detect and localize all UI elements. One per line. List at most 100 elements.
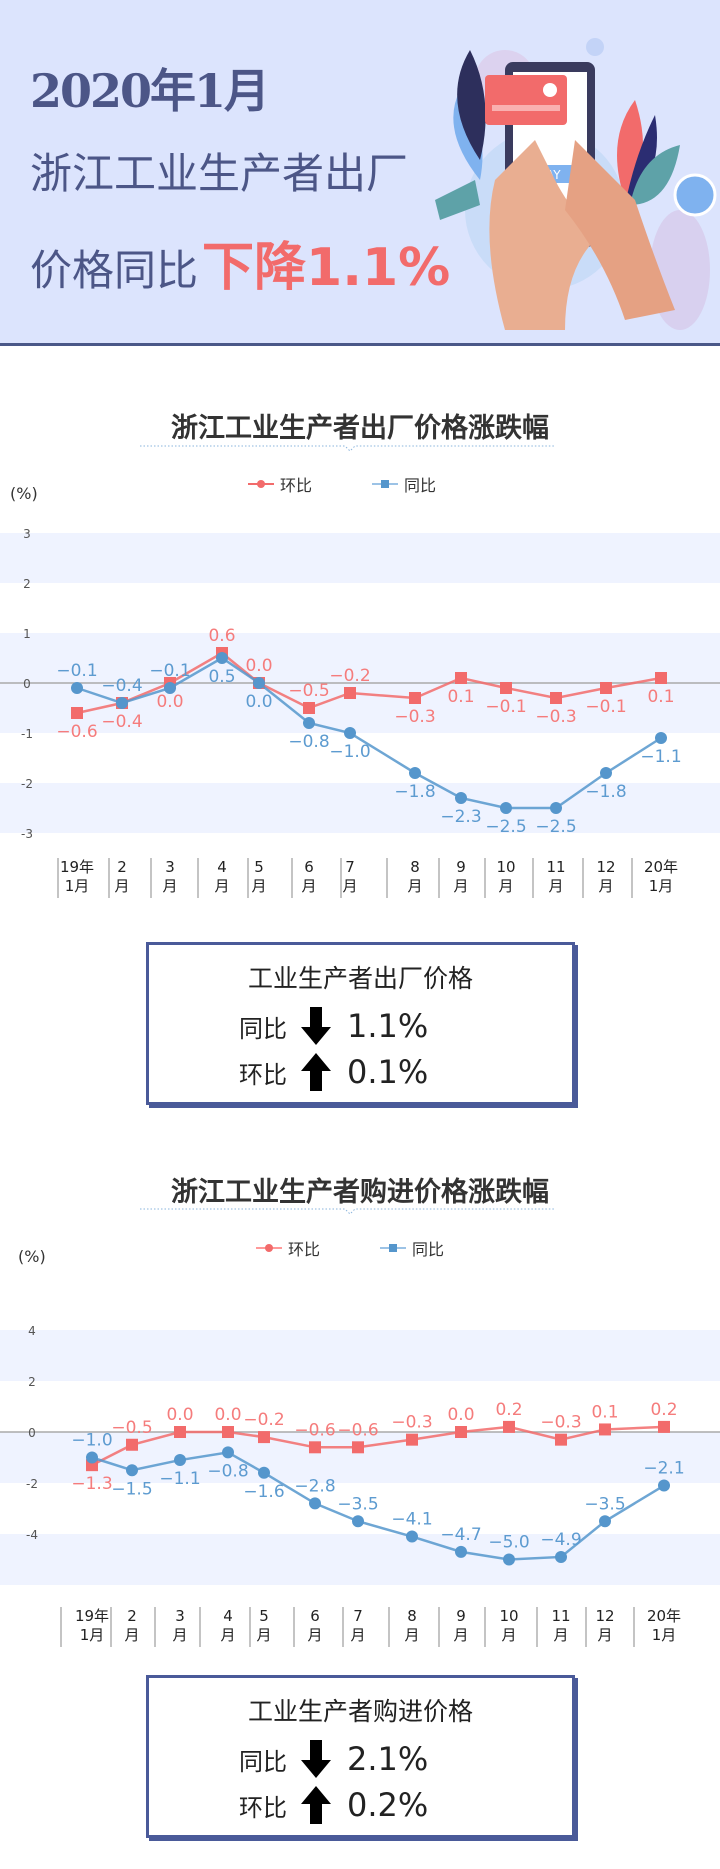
x-tick-label: 月 [404,1626,419,1644]
huanbi-data-label: 0.0 [214,1405,241,1425]
tongbi-point [550,802,562,814]
x-tick-label: 月 [342,877,357,895]
tongbi-point [409,767,421,779]
x-tick-label: 月 [498,877,513,895]
huanbi-data-label: −0.6 [294,1420,335,1440]
tongbi-point [222,1446,234,1459]
huanbi-legend-icon [248,480,274,488]
summary1-tongbi-label: 同比 [239,1014,287,1043]
legend-huanbi: 环比 [288,1240,321,1259]
chart2-legend: 环比 同比 [256,1236,444,1260]
x-tick-label: 月 [350,1626,365,1644]
x-tick-label: 月 [598,877,613,895]
x-tick-label: 月 [453,877,468,895]
tongbi-point [216,652,228,664]
grid-band [0,783,720,833]
x-tick-label: 月 [220,1626,235,1644]
arrow-up-icon [299,1786,333,1824]
huanbi-data-label: 0.0 [166,1405,193,1425]
summary2-tongbi-label: 同比 [239,1747,287,1776]
huanbi-point [174,1426,186,1438]
tongbi-data-label: −1.0 [71,1431,112,1451]
header-divider [0,343,720,346]
x-tick-label: 9 [456,858,466,876]
summary-box-output-price: 工业生产者出厂价格 同比 1.1% 环比 0.1% [146,942,575,1105]
huanbi-data-label: −0.6 [56,722,97,742]
tongbi-data-label: −4.1 [391,1510,432,1530]
x-tick-label: 月 [301,877,316,895]
tongbi-data-label: −2.5 [535,817,576,837]
x-tick-label: 月 [307,1626,322,1644]
tongbi-data-label: −3.5 [337,1494,378,1514]
summary1-huanbi-row: 环比 0.1% [239,1053,428,1091]
x-tick-label: 月 [162,877,177,895]
summary2-huanbi-label: 环比 [239,1793,287,1822]
tongbi-point [309,1497,321,1510]
x-tick-label: 8 [407,1607,417,1625]
x-tick-label: 1月 [65,877,90,895]
huanbi-data-label: 0.0 [447,1405,474,1425]
summary1-tongbi-row: 同比 1.1% [239,1007,428,1045]
x-tick-label: 月 [114,877,129,895]
header-date: 2020年1月 [30,64,270,118]
x-tick-label: 12 [596,858,615,876]
huanbi-point [455,1426,467,1438]
x-tick-label: 月 [501,1626,516,1644]
tongbi-point [126,1464,138,1477]
tongbi-data-label: −4.9 [540,1530,581,1550]
arrow-down-icon [299,1007,333,1045]
tongbi-data-label: −5.0 [488,1533,529,1553]
tongbi-point [455,792,467,804]
x-tick-label: 19年 [75,1607,109,1625]
huanbi-data-label: −0.1 [485,697,526,717]
tongbi-data-label: −1.8 [585,782,626,802]
huanbi-data-label: −0.2 [243,1410,284,1430]
huanbi-data-label: 0.1 [447,687,474,707]
huanbi-point [555,1433,567,1446]
x-tick-label: 月 [407,877,422,895]
huanbi-point [126,1438,138,1451]
title-underline [140,1208,555,1215]
huanbi-point [309,1441,321,1454]
x-tick-label: 7 [353,1607,363,1625]
summary2-tongbi-row: 同比 2.1% [239,1740,428,1778]
header-prefix: 价格同比 [30,246,199,295]
x-tick-label: 9 [456,1607,466,1625]
tongbi-data-label: 0.0 [245,692,272,712]
chart2-unit: (%) [18,1247,46,1266]
tongbi-data-label: −0.4 [101,676,142,696]
legend-tongbi: 同比 [412,1240,445,1259]
tongbi-point [555,1550,567,1563]
y-tick-label: 1 [23,627,31,641]
tongbi-data-label: −0.8 [288,732,329,752]
chart1-legend: 环比 同比 [248,472,436,496]
huanbi-point [344,687,356,699]
tongbi-data-label: −2.1 [643,1459,684,1479]
x-tick-label: 20年 [647,1607,681,1625]
y-tick-label: -4 [26,1528,38,1542]
chart1-title: 浙江工业生产者出厂价格涨跌幅 [171,413,549,444]
huanbi-point [303,702,315,714]
y-tick-label: -2 [21,777,33,791]
x-tick-label: 1月 [649,877,674,895]
summary-box-input-price: 工业生产者购进价格 同比 2.1% 环比 0.2% [146,1675,575,1838]
tongbi-point [86,1451,98,1464]
tongbi-point [116,697,128,709]
header-banner: 2020年1月 浙江工业生产者出厂 价格同比下降1.1% PAY [0,0,720,343]
x-tick-label: 2 [117,858,127,876]
tongbi-point [406,1530,418,1543]
huanbi-point [455,672,467,684]
summary1-tongbi-value: 1.1% [347,1007,429,1045]
x-tick-label: 20年 [644,858,678,876]
title-underline [140,445,555,452]
y-tick-label: 3 [23,527,31,541]
grid-band [0,533,720,583]
x-tick-label: 6 [310,1607,320,1625]
x-tick-label: 10 [499,1607,518,1625]
tongbi-data-label: −2.8 [294,1476,335,1496]
huanbi-point [258,1431,270,1444]
tongbi-data-label: −1.6 [243,1482,284,1502]
tongbi-data-label: −4.7 [440,1525,481,1545]
x-tick-label: 月 [256,1626,271,1644]
tongbi-data-label: 0.5 [208,667,235,687]
